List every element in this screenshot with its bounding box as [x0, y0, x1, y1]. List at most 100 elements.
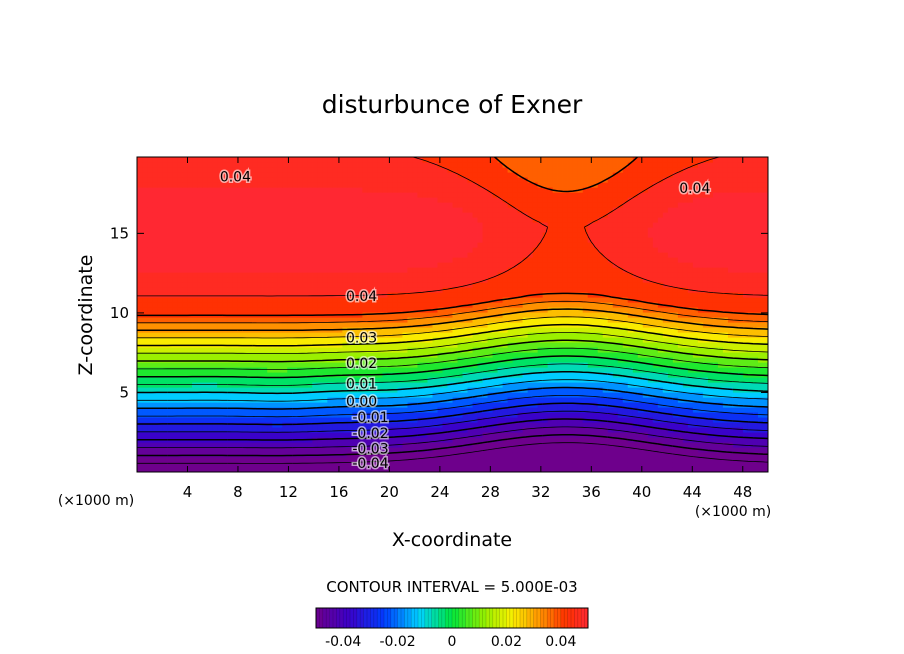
contour-cell — [618, 447, 624, 453]
contour-cell — [668, 342, 674, 348]
contour-cell — [538, 457, 544, 463]
contour-cell — [212, 397, 218, 403]
contour-cell — [137, 422, 143, 428]
contour-cell — [688, 362, 694, 368]
contour-cell — [147, 432, 153, 438]
contour-cell — [272, 342, 278, 348]
contour-cell — [177, 272, 183, 278]
contour-cell — [463, 402, 469, 408]
contour-cell — [633, 402, 639, 408]
contour-cell — [648, 287, 654, 293]
contour-cell — [227, 277, 233, 283]
contour-cell — [508, 392, 514, 398]
contour-cell — [728, 302, 734, 308]
contour-cell — [738, 347, 744, 353]
contour-cell — [312, 302, 318, 308]
contour-cell — [177, 292, 183, 298]
contour-cell — [693, 372, 699, 378]
contour-cell — [292, 387, 298, 393]
contour-cell — [698, 357, 704, 363]
contour-cell — [753, 317, 759, 323]
contour-cell — [302, 272, 308, 278]
contour-cell — [187, 282, 193, 288]
contour-cell — [432, 462, 438, 468]
contour-cell — [172, 292, 178, 298]
contour-cell — [252, 417, 258, 423]
contour-cell — [748, 282, 754, 288]
contour-cell — [658, 457, 664, 463]
contour-cell — [488, 317, 494, 323]
contour-cell — [708, 457, 714, 463]
contour-cell — [458, 447, 464, 453]
contour-cell — [312, 332, 318, 338]
contour-cell — [287, 277, 293, 283]
contour-cell — [227, 297, 233, 303]
contour-cell — [167, 457, 173, 463]
contour-cell — [397, 272, 403, 278]
contour-cell — [152, 287, 158, 293]
contour-cell — [317, 377, 323, 383]
contour-cell — [387, 277, 393, 283]
contour-cell — [718, 317, 724, 323]
contour-cell — [317, 282, 323, 288]
contour-cell — [192, 347, 198, 353]
contour-cell — [658, 422, 664, 428]
contour-cell — [292, 317, 298, 323]
contour-cell — [337, 407, 343, 413]
contour-cell — [478, 287, 484, 293]
contour-cell — [427, 357, 433, 363]
contour-cell — [337, 352, 343, 358]
contour-cell — [247, 282, 253, 288]
contour-cell — [152, 302, 158, 308]
contour-cell — [257, 307, 263, 313]
contour-cell — [698, 372, 704, 378]
contour-cell — [743, 352, 749, 358]
contour-cell — [357, 277, 363, 283]
contour-cell — [207, 297, 213, 303]
contour-cell — [237, 387, 243, 393]
contour-cell — [653, 342, 659, 348]
contour-cell — [187, 277, 193, 283]
contour-cell — [713, 462, 719, 468]
contour-cell — [458, 292, 464, 298]
contour-cell — [528, 437, 534, 443]
contour-cell — [242, 332, 248, 338]
contour-cell — [327, 392, 333, 398]
contour-cell — [152, 307, 158, 313]
contour-cell — [518, 392, 524, 398]
contour-cell — [588, 357, 594, 363]
contour-cell — [142, 367, 148, 373]
contour-cell — [718, 282, 724, 288]
contour-cell — [307, 272, 313, 278]
contour-cell — [427, 297, 433, 303]
contour-cell — [543, 342, 549, 348]
contour-cell — [598, 397, 604, 403]
contour-cell — [347, 277, 353, 283]
contour-cell — [578, 452, 584, 458]
contour-cell — [267, 387, 273, 393]
contour-cell — [157, 287, 163, 293]
contour-cell — [718, 382, 724, 388]
contour-cell — [508, 277, 514, 283]
contour-cell — [548, 457, 554, 463]
contour-cell — [518, 277, 524, 283]
contour-cell — [453, 292, 459, 298]
contour-cell — [362, 277, 368, 283]
contour-cell — [733, 407, 739, 413]
contour-cell — [658, 327, 664, 333]
contour-cell — [432, 317, 438, 323]
contour-cell — [583, 402, 589, 408]
contour-cell — [317, 412, 323, 418]
contour-cell — [713, 402, 719, 408]
contour-cell — [568, 277, 574, 283]
contour-cell — [307, 282, 313, 288]
contour-cell — [548, 462, 554, 468]
contour-cell — [242, 287, 248, 293]
contour-cell — [608, 447, 614, 453]
contour-cell — [327, 287, 333, 293]
contour-cell — [588, 442, 594, 448]
contour-cell — [292, 397, 298, 403]
contour-cell — [332, 277, 338, 283]
contour-cell — [152, 297, 158, 303]
contour-cell — [633, 462, 639, 468]
